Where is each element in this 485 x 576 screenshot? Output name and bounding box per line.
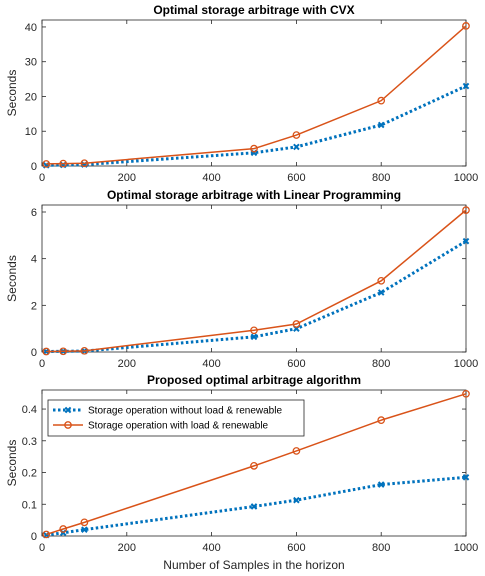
data-point-with — [42, 347, 51, 356]
data-point-without — [462, 82, 470, 90]
x-tick-label: 200 — [118, 542, 136, 554]
y-tick-label: 0 — [31, 161, 37, 173]
data-point-with — [292, 320, 301, 328]
data-point-with — [80, 159, 89, 168]
y-tick-label: 20 — [25, 91, 37, 103]
data-point-with — [80, 346, 89, 355]
data-point-with — [462, 389, 470, 398]
data-point-with — [59, 159, 68, 168]
data-point-with — [292, 447, 301, 455]
data-point-with — [59, 347, 68, 356]
data-point-with — [250, 326, 258, 335]
x-tick-label: 600 — [287, 358, 305, 370]
data-point-without — [377, 121, 385, 129]
chart-title: Proposed optimal arbitrage algorithm — [147, 373, 361, 387]
data-point-with — [377, 276, 386, 285]
legend-label-with: Storage operation with load & renewable — [88, 421, 269, 432]
y-tick-label: 40 — [25, 22, 37, 34]
data-point-without — [462, 237, 470, 245]
series-line-with — [46, 393, 467, 536]
data-point-without — [293, 496, 300, 504]
x-tick-label: 1000 — [454, 172, 478, 184]
x-tick-label: 400 — [202, 542, 220, 554]
x-tick-label: 1000 — [454, 358, 478, 370]
x-tick-label: 800 — [372, 542, 390, 554]
legend-marker-without — [64, 406, 72, 414]
y-tick-label: 2 — [31, 300, 37, 312]
data-point-with — [462, 22, 470, 30]
y-tick-label: 0.4 — [22, 404, 37, 416]
data-point-without — [293, 143, 300, 151]
y-tick-label: 0 — [31, 531, 37, 543]
data-point-with — [292, 131, 301, 139]
data-point-without — [81, 526, 88, 533]
data-point-without — [42, 348, 50, 355]
x-axis-label: Number of Samples in the horizon — [163, 558, 344, 572]
data-point-with — [80, 518, 89, 527]
chart-title: Optimal storage arbitrage with CVX — [153, 3, 354, 17]
data-point-without — [462, 473, 470, 481]
legend-box — [47, 399, 305, 437]
y-tick-label: 0.2 — [22, 468, 37, 480]
y-tick-label: 0.1 — [22, 499, 37, 511]
legend-label-without: Storage operation without load & renewab… — [88, 406, 282, 417]
x-tick-label: 600 — [287, 172, 305, 184]
data-point-with — [462, 206, 470, 214]
plot-area — [41, 19, 467, 167]
x-tick-label: 800 — [372, 172, 390, 184]
x-tick-label: 400 — [202, 358, 220, 370]
x-tick-label: 0 — [39, 172, 45, 184]
chart-panel-1: 0 200 400 600 800 1000 0 10 20 30 40 Optimal storag… — [5, 3, 478, 184]
x-tick-label: 200 — [118, 172, 136, 184]
data-point-without — [377, 289, 385, 296]
data-point-with — [250, 144, 258, 153]
x-tick-label: 600 — [287, 542, 305, 554]
data-point-with — [250, 462, 258, 470]
series-line-with — [46, 25, 467, 165]
y-axis-label: Seconds — [5, 70, 19, 117]
legend-marker-with — [64, 421, 72, 429]
y-tick-label: 4 — [31, 254, 37, 266]
series-line-with — [46, 209, 467, 353]
x-tick-label: 400 — [202, 172, 220, 184]
y-tick-label: 0 — [31, 347, 37, 359]
chart-panel-3: 0 200 400 600 800 1000 0 0.1 0.2 0.3 0.4 Proposed o… — [5, 373, 478, 572]
data-point-without — [250, 333, 258, 341]
legend: Storage operation without load & renewab… — [47, 399, 305, 437]
y-axis-label: Seconds — [5, 255, 19, 302]
data-point-with — [377, 96, 386, 105]
data-point-with — [42, 530, 51, 539]
chart-panel-2: 0 200 400 600 800 1000 0 2 4 6 Optimal storage arb… — [5, 188, 478, 370]
data-point-without — [377, 481, 385, 488]
x-tick-label: 1000 — [454, 542, 478, 554]
y-tick-label: 30 — [25, 57, 37, 69]
x-tick-label: 0 — [39, 542, 45, 554]
data-point-with — [59, 525, 68, 533]
x-tick-label: 0 — [39, 358, 45, 370]
y-tick-label: 10 — [25, 126, 37, 138]
y-axis-label: Seconds — [5, 440, 19, 487]
x-tick-label: 200 — [118, 358, 136, 370]
x-tick-label: 800 — [372, 358, 390, 370]
data-point-with — [42, 160, 51, 168]
chart-title: Optimal storage arbitrage with Linear Pr… — [107, 188, 401, 202]
y-tick-label: 0.3 — [22, 436, 37, 448]
y-tick-label: 6 — [31, 207, 37, 219]
data-point-with — [377, 416, 386, 425]
data-point-without — [250, 503, 258, 510]
